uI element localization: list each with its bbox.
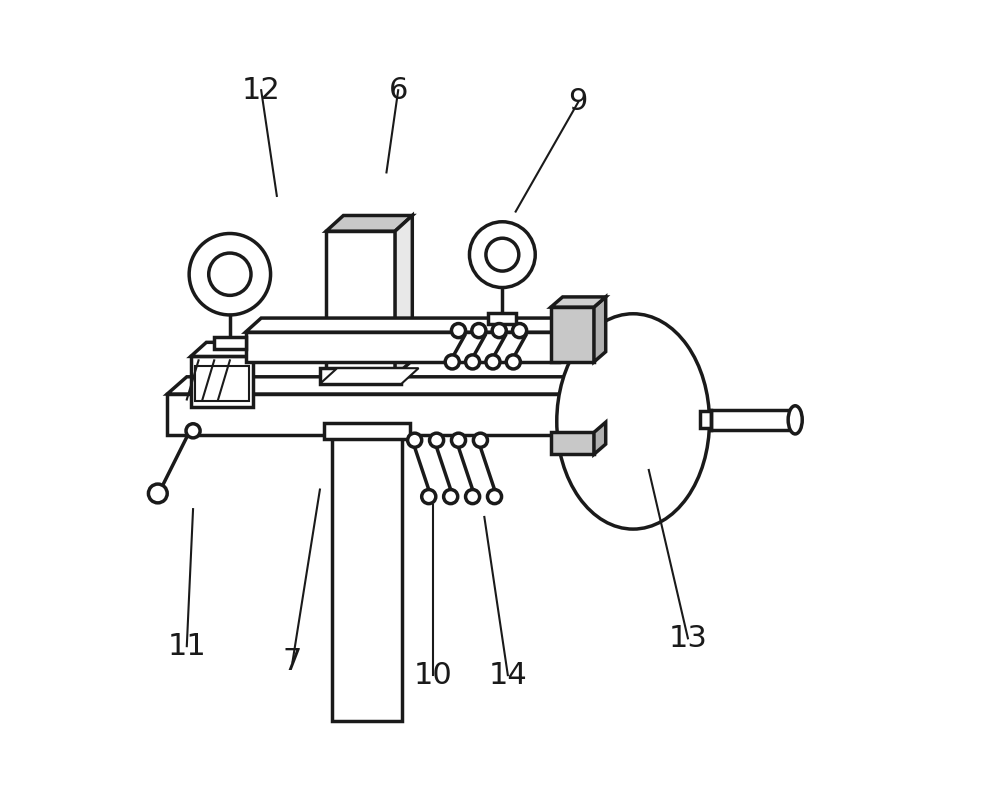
Polygon shape	[326, 216, 412, 231]
Circle shape	[513, 324, 527, 338]
Text: 13: 13	[668, 624, 707, 653]
Bar	[191, 356, 253, 407]
Circle shape	[487, 490, 502, 503]
Circle shape	[469, 222, 535, 288]
Ellipse shape	[788, 406, 802, 434]
Circle shape	[422, 490, 436, 503]
Circle shape	[506, 355, 520, 369]
Circle shape	[408, 433, 422, 447]
Bar	[246, 332, 559, 362]
Circle shape	[189, 233, 271, 315]
Text: 14: 14	[488, 661, 527, 690]
Circle shape	[451, 324, 466, 338]
Circle shape	[445, 355, 459, 369]
Bar	[332, 435, 402, 721]
Circle shape	[472, 324, 486, 338]
Bar	[488, 312, 516, 324]
Polygon shape	[167, 377, 637, 394]
Bar	[551, 432, 594, 455]
Bar	[551, 307, 594, 362]
Polygon shape	[246, 318, 574, 332]
Polygon shape	[320, 368, 419, 384]
Polygon shape	[594, 297, 606, 362]
Polygon shape	[594, 422, 606, 455]
Text: 11: 11	[167, 632, 206, 661]
Circle shape	[473, 433, 487, 447]
Circle shape	[444, 490, 458, 503]
Circle shape	[466, 490, 480, 503]
Text: 6: 6	[389, 76, 408, 105]
Bar	[326, 231, 395, 376]
Circle shape	[466, 355, 480, 369]
Bar	[700, 411, 714, 428]
Circle shape	[148, 484, 167, 503]
Bar	[195, 366, 249, 401]
Circle shape	[486, 238, 519, 271]
Text: 7: 7	[283, 647, 302, 676]
Circle shape	[430, 433, 444, 447]
Polygon shape	[395, 216, 412, 376]
Text: 9: 9	[569, 87, 588, 117]
Ellipse shape	[557, 314, 709, 529]
Circle shape	[451, 433, 466, 447]
Bar	[167, 394, 617, 435]
Polygon shape	[551, 297, 606, 307]
Bar	[320, 368, 401, 384]
Circle shape	[186, 423, 200, 438]
Bar	[214, 337, 246, 348]
Text: 12: 12	[242, 76, 281, 105]
Circle shape	[209, 253, 251, 296]
Bar	[324, 423, 410, 439]
Circle shape	[486, 355, 500, 369]
Text: 10: 10	[414, 661, 453, 690]
Circle shape	[492, 324, 506, 338]
Bar	[711, 410, 794, 430]
Polygon shape	[191, 342, 269, 356]
